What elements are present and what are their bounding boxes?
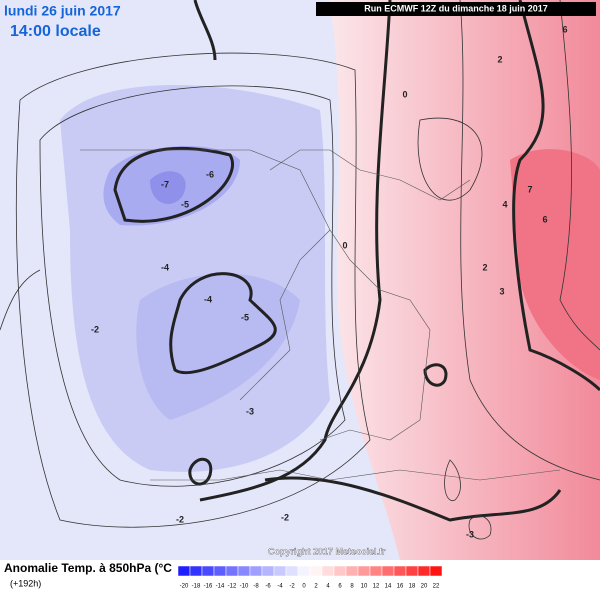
scale-label: -12 [228, 584, 237, 590]
contour-label: -2 [91, 324, 99, 334]
contour-label: -6 [206, 169, 214, 179]
scale-cell [189, 565, 203, 577]
scale-cell [393, 565, 407, 577]
scale-label: -4 [277, 584, 283, 590]
contour-label: -5 [241, 312, 249, 322]
scale-cell [345, 565, 359, 577]
scale-cell [333, 565, 347, 577]
scale-cell [381, 565, 395, 577]
copyright: Copyright 2017 Meteociel.fr [268, 546, 386, 556]
scale-label: 6 [338, 584, 342, 590]
scale-cell [309, 565, 323, 577]
contour-label: 4 [502, 199, 507, 209]
contour-label: -2 [176, 514, 184, 524]
scale-label: 8 [350, 584, 354, 590]
run-banner [316, 2, 596, 16]
scale-cell [201, 565, 215, 577]
scale-label: -6 [265, 584, 271, 590]
contour-label: -4 [161, 262, 169, 272]
scale-label: -14 [216, 584, 225, 590]
scale-label: 18 [409, 584, 416, 590]
cold-core [150, 171, 186, 204]
lead-time: (+192h) [10, 578, 41, 588]
scale-cell [177, 565, 191, 577]
time-label: 14:00 locale [10, 23, 101, 40]
scale-cell [249, 565, 263, 577]
contour-label: -7 [161, 179, 169, 189]
contour-label: 0 [402, 89, 407, 99]
legend-title: Anomalie Temp. à 850hPa (°C [4, 561, 172, 575]
contour-label: 6 [562, 24, 567, 34]
color-scale: -20 -18 -16 -14 -12 -10 -8 -6 -4 -2 0 2 4 6 8 10 12 14 16 1… [177, 565, 443, 590]
warm-core [510, 149, 600, 380]
date-label: lundi 26 juin 2017 [4, 3, 121, 19]
run-label: Run ECMWF 12Z du dimanche 18 juin 2017 [364, 3, 548, 13]
contour-label: 2 [497, 54, 502, 64]
contour-label: 2 [482, 262, 487, 272]
contours [0, 0, 600, 540]
scale-label: -16 [204, 584, 213, 590]
contour-label: -3 [466, 529, 474, 539]
scale-label: 22 [433, 584, 440, 590]
scale-cell [273, 565, 287, 577]
scale-cell [321, 565, 335, 577]
contour-label: 6 [542, 214, 547, 224]
scale-label: -20 [180, 584, 189, 590]
contour-label: 0 [342, 240, 347, 250]
scale-label: 10 [361, 584, 368, 590]
contour-label: -5 [181, 199, 189, 209]
contour-label: -3 [246, 406, 254, 416]
scale-label: -10 [240, 584, 249, 590]
scale-label: 0 [302, 584, 306, 590]
scale-cell [213, 565, 227, 577]
scale-cell [237, 565, 251, 577]
scale-cell [225, 565, 239, 577]
warm-region [330, 0, 600, 560]
contour-label: -4 [204, 294, 212, 304]
coastlines [80, 149, 561, 481]
scale-cell [357, 565, 371, 577]
scale-label: 4 [326, 584, 330, 590]
scale-cell [261, 565, 275, 577]
contour-label: 7 [527, 184, 532, 194]
scale-cell [297, 565, 311, 577]
scale-label: 12 [373, 584, 380, 590]
contour-label: 3 [499, 286, 504, 296]
scale-cell [429, 565, 443, 577]
scale-label: -2 [289, 584, 295, 590]
scale-label: -8 [253, 584, 259, 590]
scale-cell [405, 565, 419, 577]
scale-cell [369, 565, 383, 577]
scale-label: 16 [397, 584, 404, 590]
scale-label: -18 [192, 584, 201, 590]
contour-label: -2 [281, 512, 289, 522]
scale-label: 20 [421, 584, 428, 590]
scale-cell [417, 565, 431, 577]
scale-label: 14 [385, 584, 392, 590]
scale-label: 2 [314, 584, 318, 590]
scale-cell [285, 565, 299, 577]
contour-labels: -7 -6 -5 -5 -4 -4 -3 -2 -2 0 0 2 2 3 4 6 7 6 -2 -3 [91, 24, 568, 539]
